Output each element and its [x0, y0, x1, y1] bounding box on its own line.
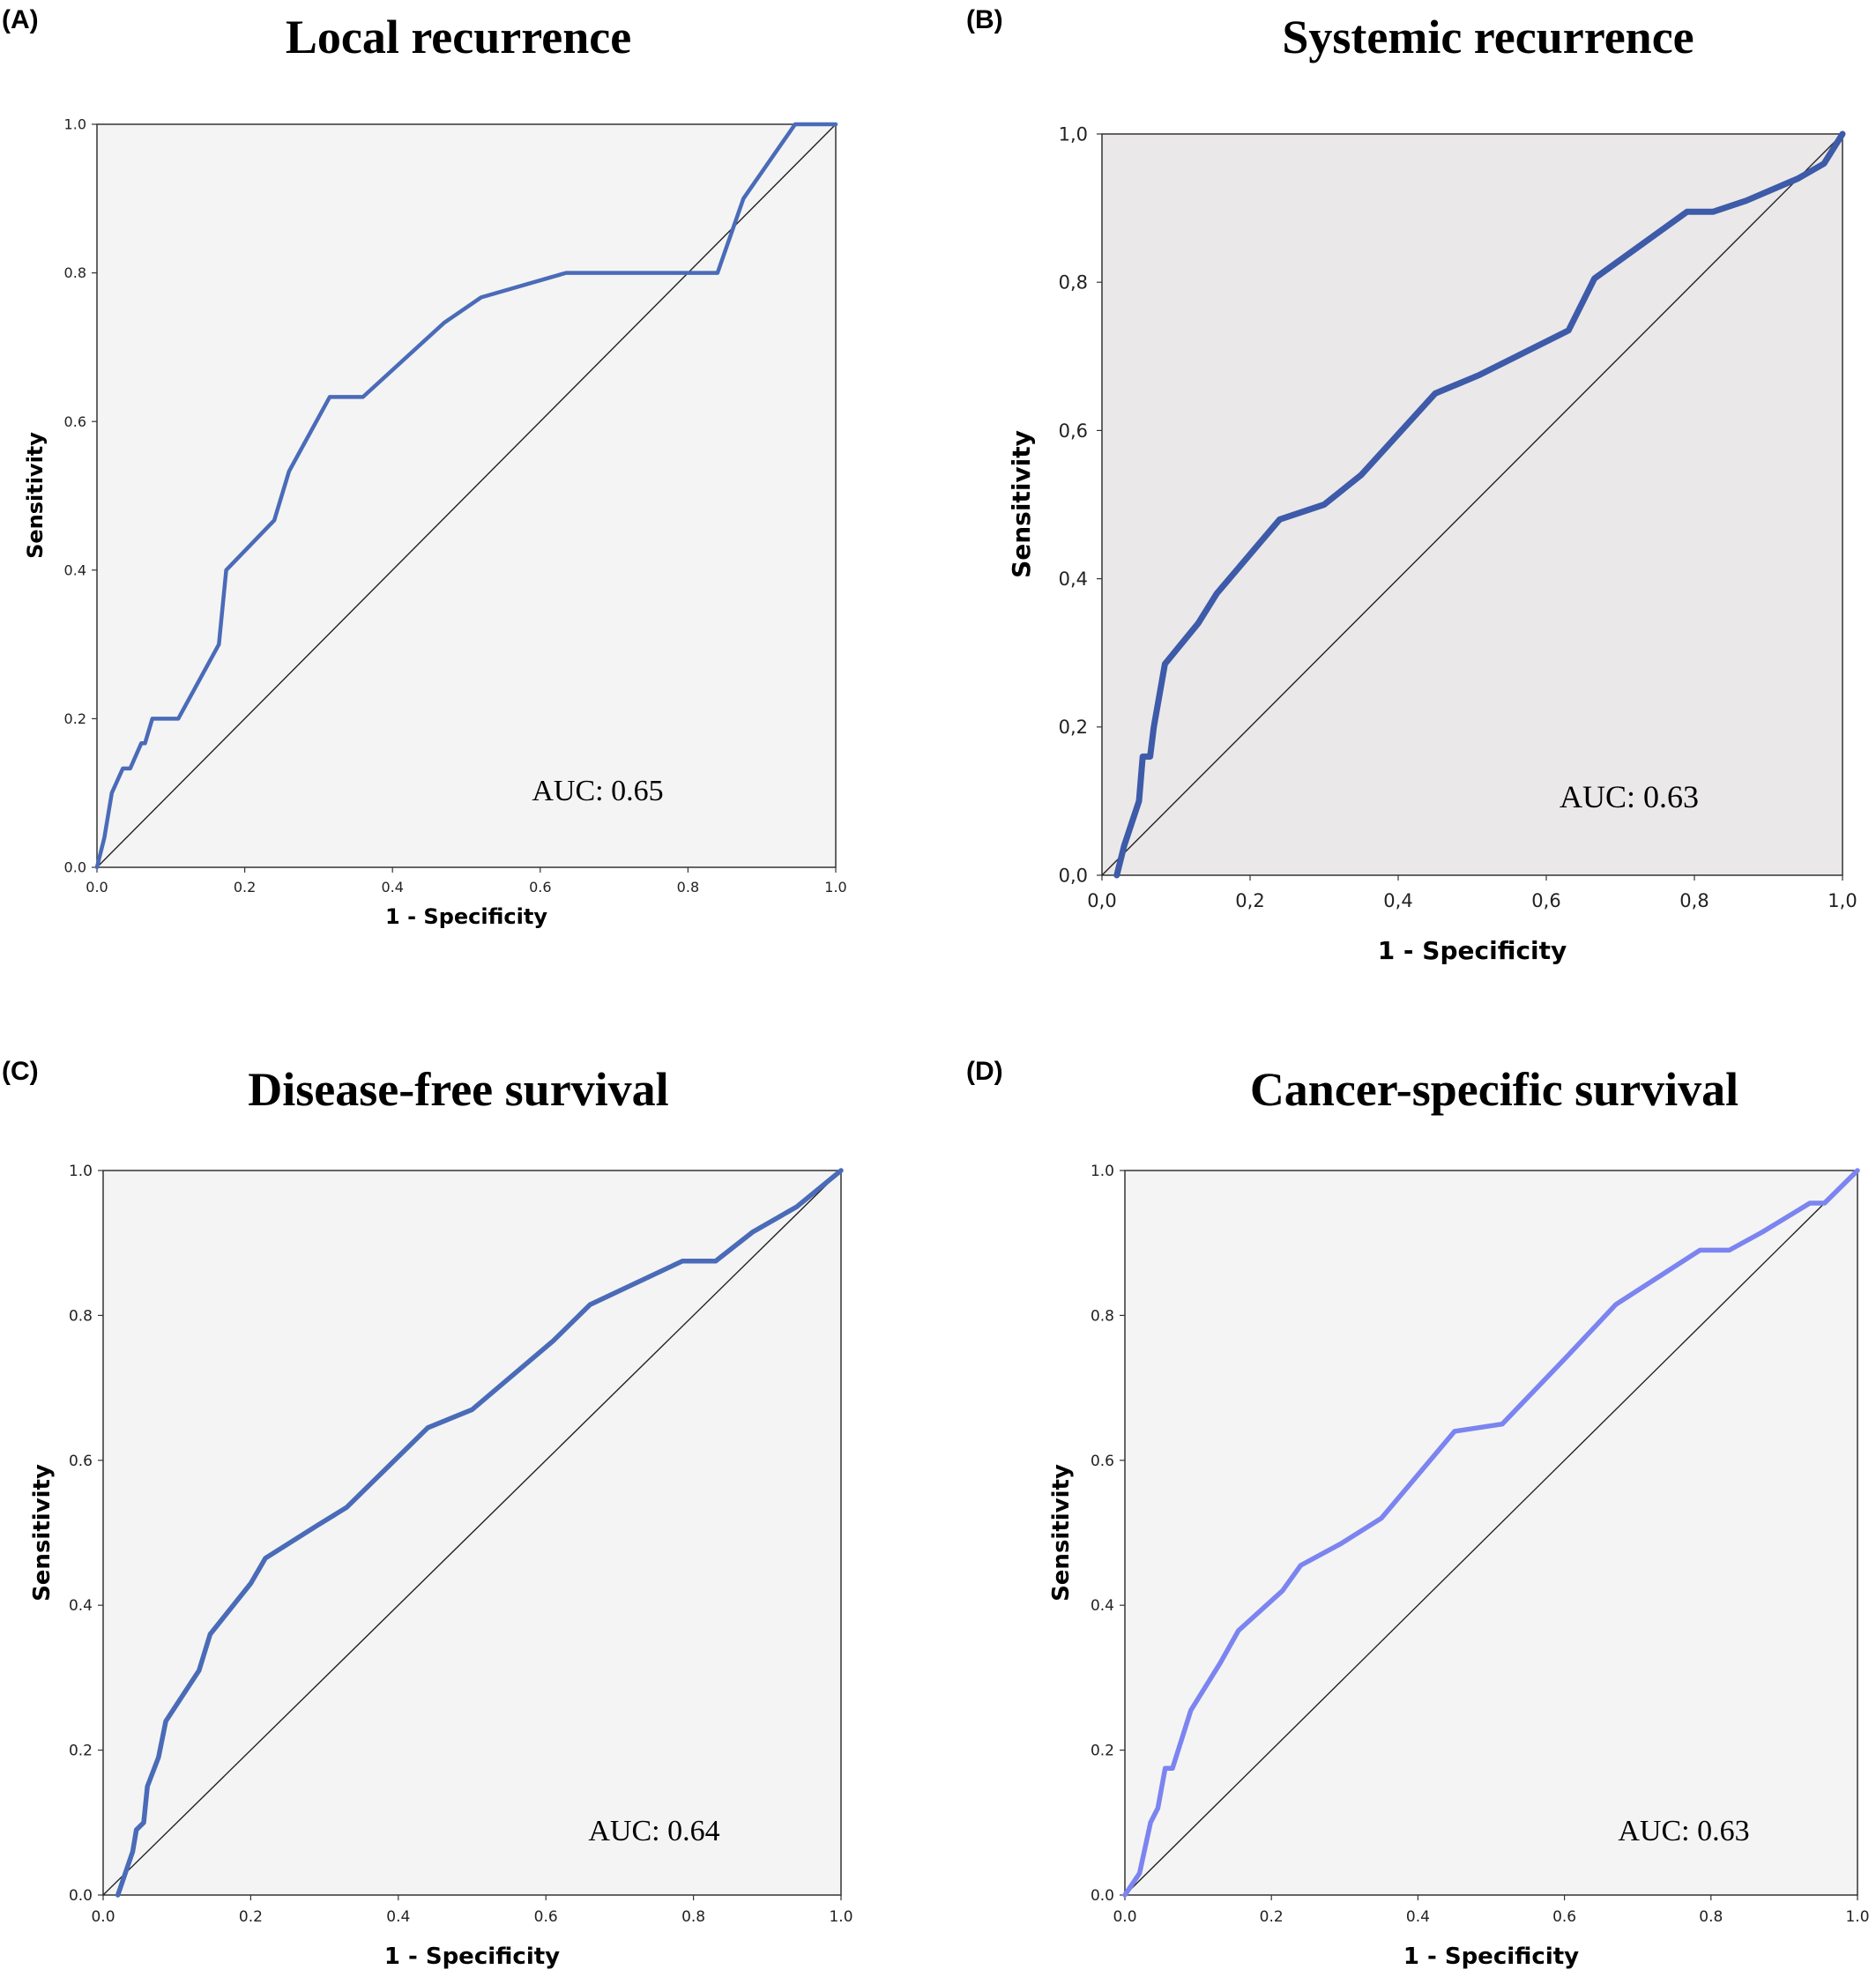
x-tick-label: 0.0 [86, 879, 108, 896]
chart-title: Disease-free survival [248, 1063, 668, 1116]
auc-annotation: AUC: 0.63 [1618, 1815, 1749, 1847]
roc-curve [94, 122, 838, 870]
y-tick-label: 0.4 [1091, 1597, 1114, 1615]
chart-panel: (C) Disease-free survival 0.0 0.2 0.4 0.6 0.8 1… [2, 1057, 853, 1970]
chart-panel: (A) Local recurrence 0.0 0.2 0.4 0.6 0.8 1.0 0.0… [2, 5, 847, 929]
y-tick-label: 0.6 [64, 413, 86, 430]
auc-annotation: AUC: 0.65 [532, 775, 663, 807]
auc-annotation: AUC: 0.63 [1560, 779, 1699, 814]
y-tick-label: 1.0 [1091, 1163, 1114, 1180]
panel-label: (D) [966, 1057, 1003, 1086]
x-axis-label: 1 - Specificity [385, 904, 547, 929]
y-axis-label: Sensitivity [29, 1464, 56, 1602]
y-tick-label: 0.4 [69, 1597, 93, 1615]
y-tick-label: 0.6 [69, 1453, 93, 1470]
chart-panel: (D) Cancer-specific survival 0.0 0.2 0.4 0.6 0… [966, 1057, 1870, 1970]
y-tick-label: 0,2 [1059, 717, 1088, 738]
y-tick-label: 0,4 [1059, 569, 1088, 590]
reference-line [96, 123, 837, 868]
reference-line [102, 1170, 842, 1896]
x-tick-label: 1.0 [1845, 1908, 1869, 1926]
y-tick-label: 0.0 [1091, 1887, 1114, 1905]
x-tick-label: 0.6 [1552, 1908, 1576, 1926]
chart-panel: (B) Systemic recurrence 0,0 0,2 0,4 0,6 0,8 1,0… [966, 5, 1857, 965]
x-tick-label: 0,8 [1679, 890, 1708, 911]
x-tick-label: 0.4 [1406, 1908, 1430, 1926]
roc-curve [115, 1168, 844, 1898]
y-tick-label: 0,0 [1059, 865, 1088, 886]
panel-label: (A) [2, 5, 39, 34]
x-tick-label: 0.8 [1699, 1908, 1723, 1926]
x-tick-label: 0.2 [1260, 1908, 1284, 1926]
x-tick-label: 0,0 [1087, 890, 1116, 911]
y-tick-label: 0.6 [1091, 1453, 1114, 1470]
x-tick-label: 0,2 [1235, 890, 1264, 911]
x-tick-label: 0.0 [91, 1908, 115, 1926]
chart-title: Systemic recurrence [1282, 11, 1694, 63]
x-axis-label: 1 - Specificity [1403, 1944, 1579, 1970]
x-tick-label: 0.2 [234, 879, 256, 896]
y-tick-label: 0.8 [1091, 1307, 1114, 1325]
y-tick-label: 1,0 [1059, 123, 1088, 145]
auc-annotation: AUC: 0.64 [588, 1815, 719, 1847]
y-tick-label: 0.2 [64, 710, 86, 727]
roc-curve [1113, 130, 1846, 879]
x-tick-label: 1.0 [824, 879, 846, 896]
reference-line [1101, 133, 1843, 876]
y-tick-label: 0,8 [1059, 272, 1088, 294]
y-tick-label: 0.2 [69, 1743, 93, 1760]
x-tick-label: 0.8 [681, 1908, 705, 1926]
chart-title: Local recurrence [286, 11, 631, 63]
x-tick-label: 0.4 [386, 1908, 410, 1926]
y-tick-label: 0.8 [64, 264, 86, 281]
x-tick-label: 0.6 [529, 879, 551, 896]
reference-line [1124, 1170, 1858, 1896]
y-tick-label: 0.2 [1091, 1743, 1114, 1760]
y-tick-label: 0.0 [69, 1887, 93, 1905]
y-tick-label: 0,6 [1059, 420, 1088, 442]
y-axis-label: Sensitivity [1048, 1464, 1075, 1602]
x-tick-label: 0.4 [381, 879, 403, 896]
chart-title: Cancer-specific survival [1250, 1063, 1738, 1116]
x-tick-label: 0.6 [534, 1908, 558, 1926]
x-axis-label: 1 - Specificity [1378, 936, 1567, 965]
y-tick-label: 1.0 [64, 116, 86, 133]
x-tick-label: 0.8 [677, 879, 699, 896]
x-tick-label: 0.0 [1113, 1908, 1136, 1926]
x-tick-label: 0,4 [1383, 890, 1412, 911]
x-tick-label: 0.2 [239, 1908, 263, 1926]
y-tick-label: 0.0 [64, 859, 86, 876]
x-axis-label: 1 - Specificity [384, 1944, 560, 1970]
x-tick-label: 1.0 [829, 1908, 852, 1926]
y-tick-label: 1.0 [69, 1163, 93, 1180]
x-tick-label: 1,0 [1828, 890, 1857, 911]
y-tick-label: 0.8 [69, 1307, 93, 1325]
panel-label: (C) [2, 1057, 39, 1086]
y-tick-label: 0.4 [64, 561, 86, 578]
y-axis-label: Sensitivity [1007, 430, 1036, 578]
roc-curve [1122, 1168, 1860, 1898]
panel-label: (B) [966, 5, 1003, 34]
x-tick-label: 0,6 [1531, 890, 1560, 911]
y-axis-label: Sensitivity [23, 432, 48, 559]
